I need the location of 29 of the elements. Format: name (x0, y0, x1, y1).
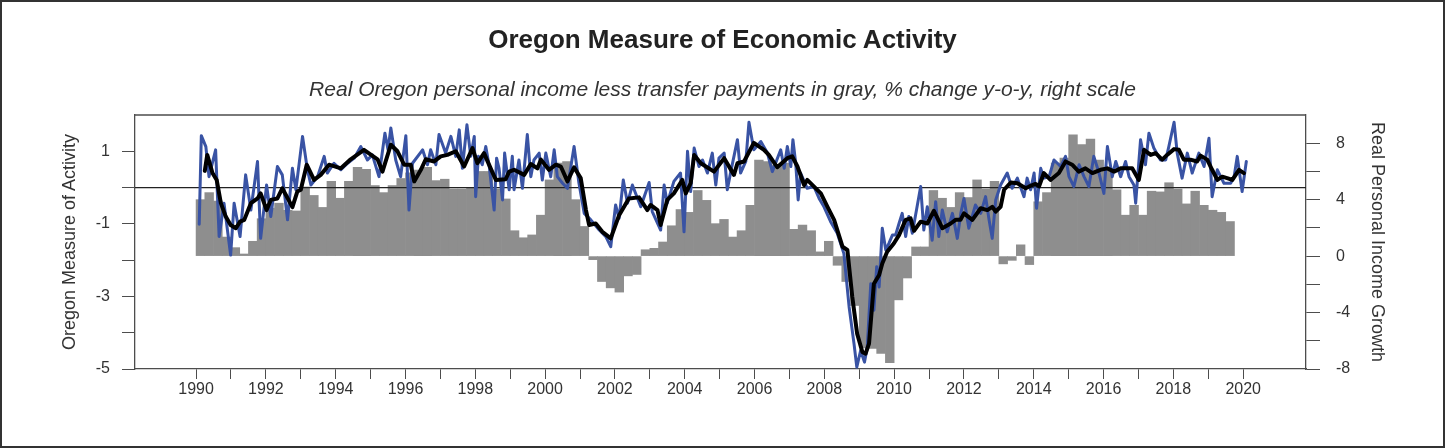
x-tick-label: 2012 (946, 380, 982, 398)
chart-title: Oregon Measure of Economic Activity (487, 24, 958, 54)
y2-tick-label: 8 (1336, 133, 1345, 151)
x-tick-label: 1994 (317, 380, 354, 398)
y2-axis-title: Real Personal Income Growth (1368, 121, 1389, 363)
y2-tick-label: 4 (1336, 190, 1345, 208)
x-tick-label: 2016 (1085, 380, 1122, 398)
chart-subtitle: Real Oregon personal income less transfer payments in gray, % change y-o-y, right scale (308, 76, 1137, 102)
x-tick-label: 2004 (666, 380, 703, 398)
x-tick-label: 1992 (248, 380, 284, 398)
x-tick-label: 2018 (1155, 380, 1192, 398)
x-tick-label: 2006 (736, 380, 773, 398)
x-tick-label: 2020 (1225, 380, 1262, 398)
x-tick-label: 1996 (387, 380, 424, 398)
y-tick-label: -5 (95, 359, 111, 377)
y2-tick-label: -4 (1336, 302, 1351, 320)
y2-tick-label: -8 (1336, 359, 1351, 377)
x-tick-label: 2010 (876, 380, 913, 398)
x-tick-label: 1990 (178, 380, 214, 398)
x-tick-label: 2014 (1015, 380, 1052, 398)
x-tick-label: 2008 (806, 380, 843, 398)
y-tick-label: -3 (95, 286, 111, 304)
y-axis-title: Oregon Measure of Activity (58, 133, 79, 351)
y-tick-label: -1 (95, 214, 111, 232)
y-tick-label: 1 (101, 141, 111, 159)
y2-tick-label: 0 (1336, 246, 1345, 264)
x-tick-label: 2002 (597, 380, 633, 398)
x-tick-label: 1998 (457, 380, 494, 398)
x-tick-label: 2000 (527, 380, 564, 398)
